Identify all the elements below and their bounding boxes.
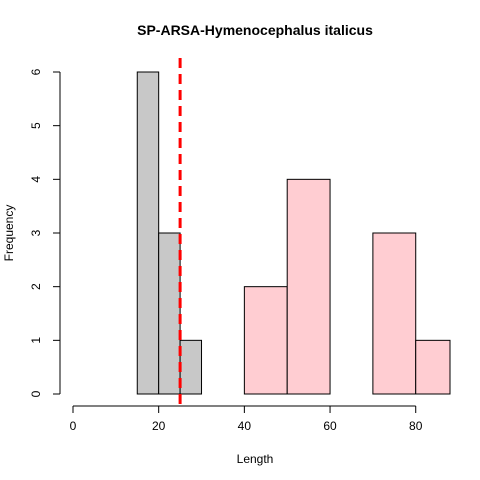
y-tick-label-6: 6 (29, 68, 43, 75)
y-tick-label-4: 4 (29, 176, 43, 183)
x-axis: 0 20 40 60 80 (70, 405, 423, 433)
x-axis-label: Length (237, 452, 274, 466)
y-axis-label: Frequency (2, 205, 16, 262)
histogram-bar-6 (372, 232, 417, 395)
histogram-bar-4 (286, 178, 331, 395)
histogram-bar-7 (415, 339, 451, 395)
x-tick-label-0: 0 (70, 419, 77, 433)
x-tick-label-2: 40 (238, 419, 252, 433)
histogram-bar-2 (179, 339, 203, 395)
y-tick-label-3: 3 (29, 229, 43, 236)
histogram-bar-0 (136, 71, 160, 395)
histogram-bar-3 (243, 286, 288, 395)
histogram-bar-1 (158, 232, 181, 395)
chart-title: SP-ARSA-Hymenocephalus italicus (137, 22, 373, 38)
x-tick-label-3: 60 (323, 419, 337, 433)
y-tick-label-5: 5 (29, 122, 43, 129)
y-tick-label-2: 2 (29, 283, 43, 290)
x-tick-label-4: 80 (409, 419, 423, 433)
y-tick-label-1: 1 (29, 337, 43, 344)
x-tick-label-1: 20 (152, 419, 166, 433)
y-axis: 0 1 2 3 4 5 6 (29, 68, 61, 397)
y-tick-label-0: 0 (29, 390, 43, 397)
bars-layer (136, 71, 451, 395)
